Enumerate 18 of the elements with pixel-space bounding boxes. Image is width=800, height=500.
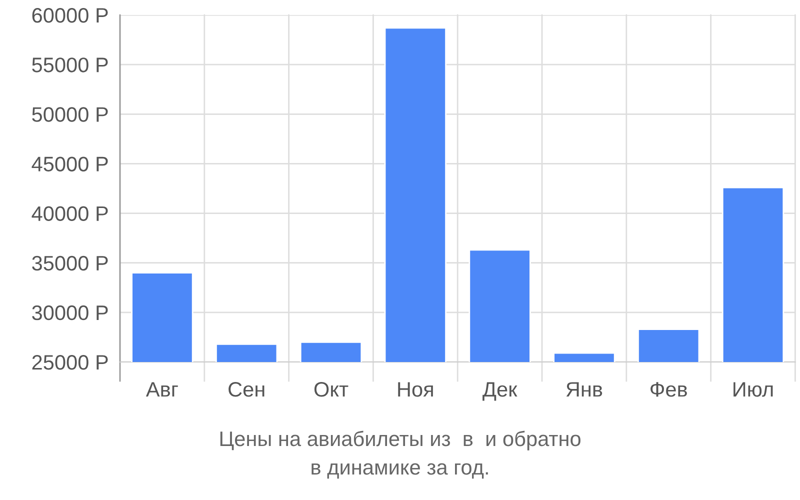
x-tick-label: Авг: [146, 382, 178, 397]
y-tick-label: 35000 Р: [32, 256, 108, 271]
y-tick-label: 50000 Р: [32, 107, 108, 122]
x-tick-label: Янв: [566, 382, 602, 397]
x-tick-label: Июл: [734, 382, 773, 397]
x-tick-label: Фев: [650, 382, 687, 397]
y-tick-label: 30000 Р: [32, 305, 108, 320]
x-tick-label: Дек: [482, 382, 518, 401]
text: в динамике за год.: [312, 463, 488, 479]
x-tick-label: Ноя: [398, 382, 433, 397]
y-tick-label: 25000 Р: [32, 355, 108, 370]
y-tick-label: 55000 Р: [32, 58, 108, 72]
y-tick-label: 45000 Р: [32, 156, 108, 172]
x-tick-label: Окт: [314, 382, 348, 397]
y-tick-label: 40000 Р: [32, 206, 108, 222]
y-tick-label: 60000 Р: [32, 8, 108, 23]
x-tick-label: Сен: [228, 382, 264, 397]
text: Цены на авиабилеты из в и обратно: [220, 430, 580, 450]
